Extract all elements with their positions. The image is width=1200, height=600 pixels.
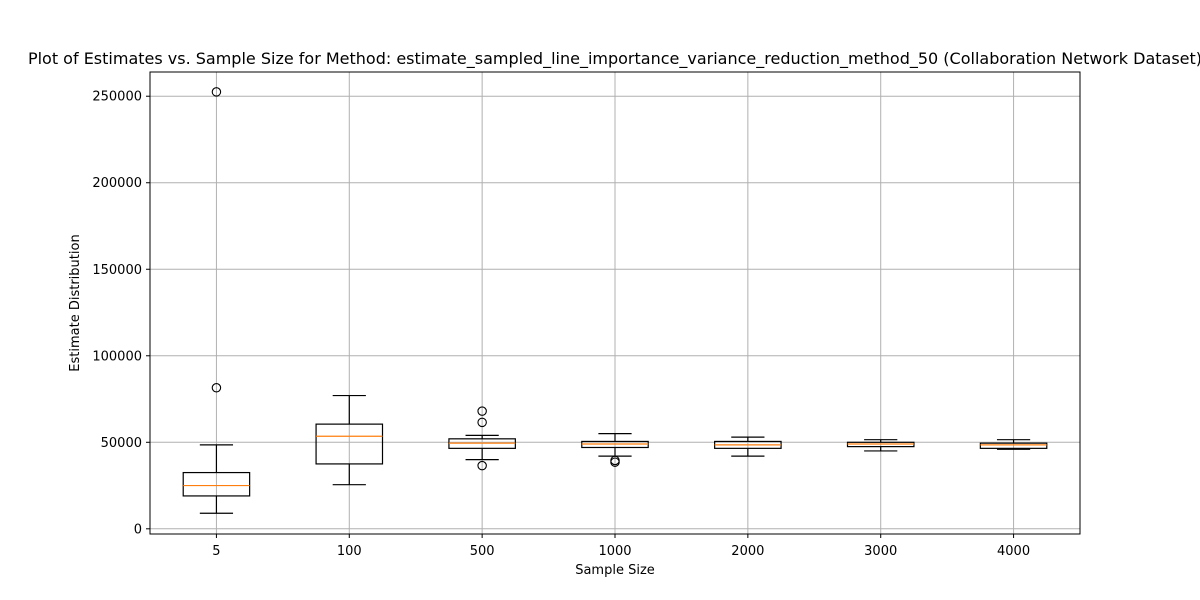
- y-tick-label: 250000: [92, 90, 142, 105]
- y-tick-label: 100000: [92, 349, 142, 364]
- y-tick-label: 150000: [92, 263, 142, 278]
- outlier-point: [477, 460, 487, 471]
- y-tick-label: 200000: [92, 176, 142, 191]
- x-axis-label: Sample Size: [575, 563, 655, 578]
- x-tick-label: 100: [337, 544, 362, 559]
- x-tick-label: 3000: [864, 544, 897, 559]
- y-tick-label: 0: [134, 522, 142, 537]
- iqr-box: [979, 442, 1048, 449]
- box-group-1000: [581, 433, 649, 467]
- grid-lines: [150, 72, 1080, 534]
- y-axis-label: Estimate Distribution: [68, 234, 83, 371]
- box-group-4000: [979, 439, 1048, 450]
- box-group-100: [315, 394, 384, 486]
- y-tick-label: 50000: [101, 436, 142, 451]
- box-group-2000: [714, 436, 782, 457]
- iqr-box: [182, 471, 251, 497]
- x-tick-label: 2000: [731, 544, 764, 559]
- box-group-3000: [846, 439, 915, 452]
- x-axis-ticks: 5 100 500 1000 2000 3000 4000: [212, 534, 1030, 559]
- outlier-point: [477, 417, 487, 428]
- x-tick-label: 5: [212, 544, 220, 559]
- y-axis-ticks: 0 50000 100000 150000 200000 250000: [92, 90, 150, 537]
- box-group-5: [182, 87, 251, 514]
- chart-title: Plot of Estimates vs. Sample Size for Me…: [28, 49, 1200, 69]
- x-tick-label: 1000: [598, 544, 631, 559]
- box-group-500: [448, 406, 516, 471]
- outlier-point: [610, 455, 620, 466]
- outlier-point: [477, 406, 487, 416]
- box-series: [182, 87, 1048, 514]
- iqr-box: [315, 423, 384, 465]
- x-tick-label: 500: [470, 544, 495, 559]
- outlier-point: [211, 87, 222, 97]
- outlier-point: [211, 383, 222, 393]
- x-tick-label: 4000: [997, 544, 1030, 559]
